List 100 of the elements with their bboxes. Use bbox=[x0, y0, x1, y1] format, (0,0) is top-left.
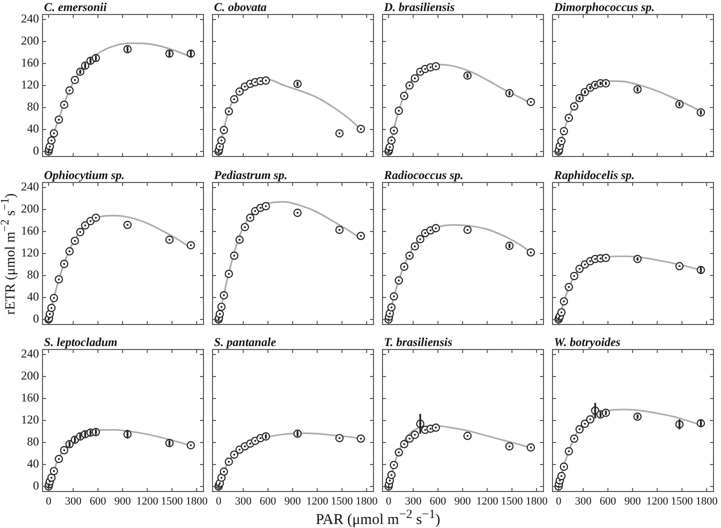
point bbox=[432, 62, 440, 70]
x-tick-label: 1800 bbox=[186, 495, 208, 508]
chart-title: T. brasiliensis bbox=[384, 335, 453, 349]
chart-title: D. brasiliensis bbox=[383, 0, 456, 14]
x-tick-label: 900 bbox=[114, 495, 132, 508]
point bbox=[50, 294, 58, 302]
x-tick-label: 1200 bbox=[476, 495, 499, 508]
x-tick-label: 600 bbox=[90, 495, 107, 508]
point bbox=[60, 100, 68, 109]
x-tick-label: 1800 bbox=[526, 495, 548, 508]
chart-title: S. pantanale bbox=[214, 335, 277, 349]
x-tick-label: 300 bbox=[65, 495, 82, 508]
point bbox=[505, 442, 514, 450]
y-tick-label: 40 bbox=[27, 456, 39, 471]
point bbox=[47, 304, 56, 312]
point bbox=[586, 415, 594, 424]
y-tick-label: 80 bbox=[27, 100, 39, 114]
point bbox=[92, 214, 100, 222]
point bbox=[356, 434, 365, 443]
point bbox=[60, 446, 68, 454]
y-tick-label: 240 bbox=[21, 12, 39, 26]
point bbox=[54, 275, 64, 284]
y-tick-label: 160 bbox=[21, 56, 39, 70]
point bbox=[293, 208, 302, 217]
x-tick-label: 1500 bbox=[330, 495, 354, 508]
point bbox=[575, 264, 584, 274]
point bbox=[390, 126, 398, 135]
x-tick-label: 900 bbox=[454, 495, 472, 508]
point bbox=[240, 222, 250, 232]
x-axis-title: PAR (μmol m$^{−2}$ s$^{−1}$) bbox=[316, 506, 440, 528]
point bbox=[557, 472, 566, 480]
point bbox=[246, 214, 254, 222]
x-tick-label: 1800 bbox=[696, 495, 718, 508]
x-tick-label: 1200 bbox=[646, 495, 669, 508]
chart-title: C. emersonii bbox=[44, 0, 108, 14]
point bbox=[54, 115, 64, 124]
point bbox=[570, 434, 578, 443]
point bbox=[387, 303, 396, 312]
point bbox=[230, 450, 238, 459]
x-tick-label: 300 bbox=[575, 495, 592, 508]
point bbox=[696, 108, 705, 117]
point bbox=[220, 468, 228, 476]
y-tick-label: 240 bbox=[21, 346, 39, 361]
point bbox=[390, 292, 398, 301]
point bbox=[235, 87, 244, 96]
point bbox=[76, 228, 84, 236]
point bbox=[186, 241, 195, 250]
point bbox=[575, 94, 584, 102]
y-tick-label: 0 bbox=[33, 312, 39, 326]
x-tick-label: 0 bbox=[386, 495, 392, 508]
chart-title: C. obovata bbox=[214, 0, 267, 14]
chart-title: Radiococcus sp. bbox=[383, 168, 464, 182]
point bbox=[217, 302, 226, 311]
point bbox=[405, 252, 414, 260]
point bbox=[564, 282, 574, 292]
point bbox=[526, 248, 535, 257]
point bbox=[394, 276, 404, 285]
point bbox=[70, 76, 80, 84]
point bbox=[432, 424, 440, 432]
point bbox=[602, 79, 610, 88]
x-tick-label: 1500 bbox=[670, 495, 694, 508]
point bbox=[570, 102, 578, 111]
y-tick-label: 120 bbox=[21, 78, 39, 92]
x-tick-label: 900 bbox=[284, 495, 302, 508]
point bbox=[526, 98, 535, 106]
point bbox=[463, 226, 472, 234]
y-tick-label: 80 bbox=[27, 268, 39, 282]
x-tick-label: 600 bbox=[430, 495, 447, 508]
chart-title: W. botryoides bbox=[554, 335, 621, 349]
y-tick-label: 240 bbox=[21, 180, 39, 194]
x-tick-label: 1500 bbox=[160, 495, 184, 508]
point bbox=[335, 226, 344, 234]
y-tick-label: 120 bbox=[21, 246, 39, 260]
point bbox=[220, 291, 228, 300]
point bbox=[557, 136, 566, 146]
point bbox=[47, 136, 56, 145]
y-tick-label: 40 bbox=[27, 122, 39, 136]
point bbox=[405, 81, 414, 90]
point bbox=[410, 430, 420, 439]
point bbox=[575, 425, 584, 434]
chart-title: Raphidocelis sp. bbox=[553, 168, 635, 182]
point bbox=[81, 221, 90, 230]
point bbox=[387, 136, 396, 145]
point bbox=[416, 235, 424, 244]
point bbox=[557, 308, 566, 316]
point bbox=[564, 447, 574, 456]
point bbox=[230, 95, 238, 104]
point bbox=[335, 434, 344, 442]
point bbox=[335, 129, 344, 138]
point bbox=[224, 107, 234, 116]
chart-title: S. leptocladum bbox=[44, 335, 118, 349]
point bbox=[123, 220, 132, 230]
x-tick-label: 0 bbox=[216, 495, 222, 508]
x-tick-label: 900 bbox=[624, 495, 642, 508]
point bbox=[50, 129, 58, 138]
point bbox=[65, 86, 74, 95]
point bbox=[235, 236, 244, 244]
point bbox=[165, 236, 174, 244]
point bbox=[230, 252, 238, 260]
y-tick-label: 80 bbox=[27, 434, 39, 449]
